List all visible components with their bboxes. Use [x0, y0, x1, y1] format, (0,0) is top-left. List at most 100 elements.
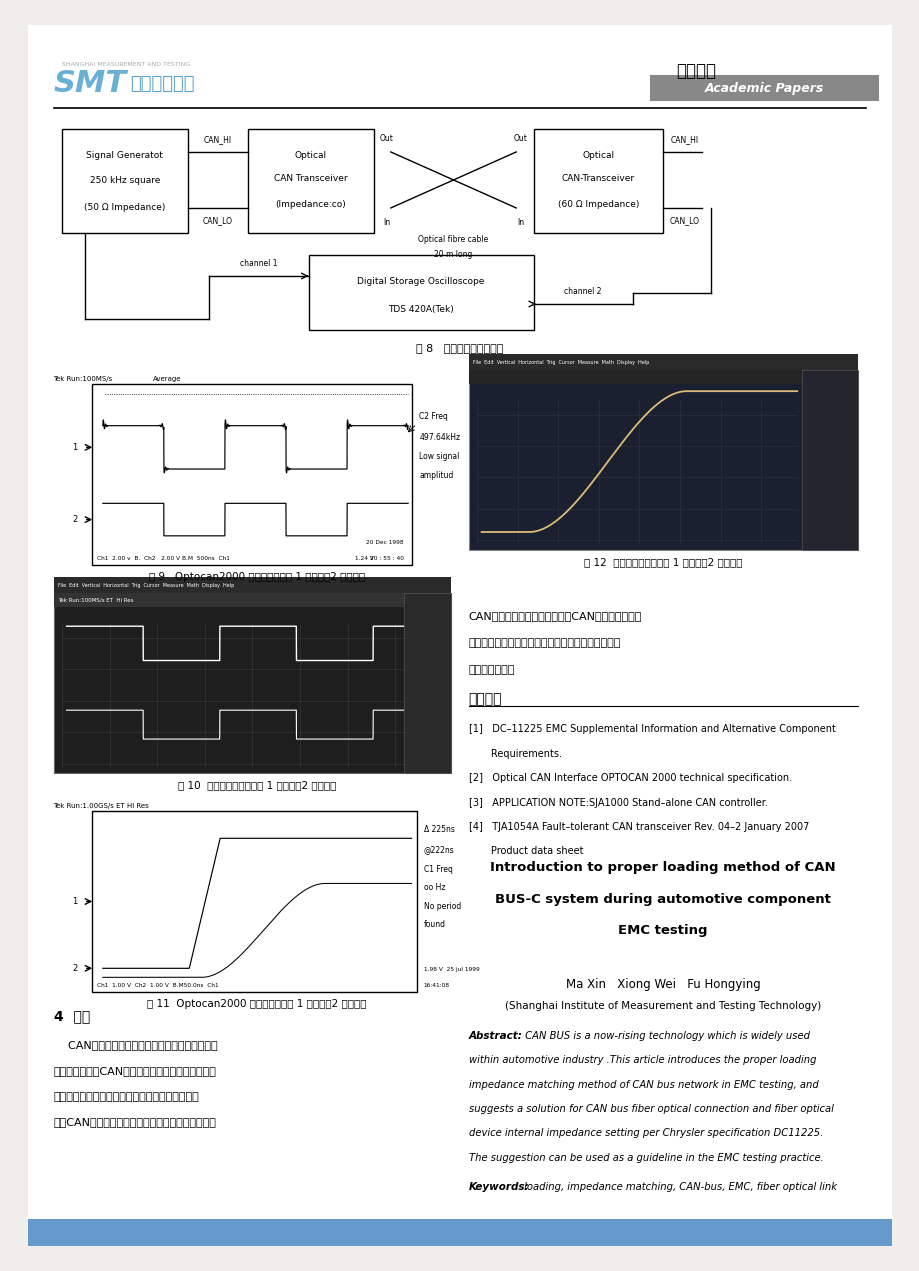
Text: TDS 420A(Tek): TDS 420A(Tek) [388, 305, 453, 314]
Text: [2]   Optical CAN Interface OPTOCAN 2000 technical specification.: [2] Optical CAN Interface OPTOCAN 2000 t… [468, 773, 791, 783]
Text: (60 Ω Impedance): (60 Ω Impedance) [557, 201, 639, 210]
Text: Out: Out [513, 133, 527, 144]
Text: 配置CAN总线速率、阻抗等参数的同时，更要重视对: 配置CAN总线速率、阻抗等参数的同时，更要重视对 [53, 1117, 216, 1127]
Bar [800, 370, 857, 550]
Text: Signal Generatot: Signal Generatot [86, 150, 164, 160]
Text: Ch1  2.00 v  B.  Ch2   2.00 V B.M  500ns  Ch1: Ch1 2.00 v B. Ch2 2.00 V B.M 500ns Ch1 [96, 557, 230, 561]
Text: 2: 2 [73, 963, 78, 972]
Bar [53, 592, 451, 773]
Text: CAN_HI: CAN_HI [670, 135, 698, 144]
Text: CAN_LO: CAN_LO [202, 216, 233, 225]
Text: device internal impedance setting per Chrysler specification DC11225.: device internal impedance setting per Ch… [468, 1129, 822, 1139]
Text: CAN信号特性的深入研究。掌握CAN信号的关键参数: CAN信号特性的深入研究。掌握CAN信号的关键参数 [468, 611, 641, 622]
Text: 20 Dec 1998: 20 Dec 1998 [366, 540, 403, 545]
Text: CAN_LO: CAN_LO [669, 216, 699, 225]
Text: 测试和设计提供非常大的帮助。测试工程师在正确: 测试和设计提供非常大的帮助。测试工程师在正确 [53, 1092, 199, 1102]
Text: 497.64kHz: 497.64kHz [419, 433, 460, 442]
Text: 20 : 55 : 40: 20 : 55 : 40 [369, 557, 403, 561]
Text: Keywords:: Keywords: [468, 1182, 528, 1192]
Text: Product data sheet: Product data sheet [468, 846, 583, 857]
Bar [28, 1219, 891, 1246]
Text: 图 9   Optocan2000 波形频率（波形 1 为输入，2 为输出）: 图 9 Optocan2000 波形频率（波形 1 为输入，2 为输出） [149, 572, 365, 582]
Text: CAN-Transceiver: CAN-Transceiver [562, 174, 634, 183]
Text: 上海计量测试: 上海计量测试 [130, 75, 194, 93]
Text: Academic Papers: Academic Papers [704, 81, 823, 95]
Bar [62, 130, 187, 233]
Bar [309, 254, 533, 330]
Text: Tek Run:100MS/s ET  Hi Res: Tek Run:100MS/s ET Hi Res [58, 597, 133, 602]
Text: found: found [424, 920, 445, 929]
Bar [53, 592, 451, 608]
Text: within automotive industry .This article introduces the proper loading: within automotive industry .This article… [468, 1055, 815, 1065]
Text: loading, impedance matching, CAN-bus, EMC, fiber optical link: loading, impedance matching, CAN-bus, EM… [520, 1182, 835, 1192]
Text: @222ns: @222ns [424, 845, 454, 854]
Text: Tek Run:1.00GS/s ET Hi Res: Tek Run:1.00GS/s ET Hi Res [53, 803, 149, 810]
Text: Introduction to proper loading method of CAN: Introduction to proper loading method of… [490, 860, 835, 874]
Text: C2 Freq: C2 Freq [419, 412, 448, 421]
Text: channel 2: channel 2 [564, 287, 601, 296]
Text: SHANGHAI MEASUREMENT AND TESTING: SHANGHAI MEASUREMENT AND TESTING [62, 62, 190, 67]
Text: EMC testing: EMC testing [618, 924, 708, 937]
Text: (Shanghai Institute of Measurement and Testing Technology): (Shanghai Institute of Measurement and T… [505, 1002, 821, 1012]
Text: 图 12  试验波形延时（波形 1 为输入，2 为输出）: 图 12 试验波形延时（波形 1 为输入，2 为输出） [584, 557, 742, 567]
Text: Ma Xin   Xiong Wei   Fu Hongying: Ma Xin Xiong Wei Fu Hongying [565, 977, 760, 991]
Text: Average: Average [153, 376, 181, 383]
Text: 1.24 V: 1.24 V [355, 557, 373, 561]
Text: 1.98 V  25 jul 1999: 1.98 V 25 jul 1999 [424, 967, 479, 972]
Text: Optical: Optical [582, 150, 614, 160]
Text: Requirements.: Requirements. [468, 749, 561, 759]
Text: (50 Ω Impedance): (50 Ω Impedance) [85, 203, 165, 212]
Text: 2009/1 总第209期: 2009/1 总第209期 [62, 1228, 135, 1237]
Text: BUS-C system during automotive component: BUS-C system during automotive component [494, 892, 830, 905]
Bar [468, 370, 857, 384]
Text: [4]   TJA1054A Fault–tolerant CAN transceiver Rev. 04–2 January 2007: [4] TJA1054A Fault–tolerant CAN transcei… [468, 822, 808, 833]
Text: CAN Transceiver: CAN Transceiver [274, 174, 347, 183]
Text: 趋势。充分了解CAN总线的工作原理能够对电磁兼容: 趋势。充分了解CAN总线的工作原理能够对电磁兼容 [53, 1066, 216, 1077]
Text: 供正确的指导。: 供正确的指导。 [468, 665, 515, 675]
Text: 1: 1 [73, 442, 78, 452]
Text: 图 10  试验波形频率（波形 1 为输入，2 为输出）: 图 10 试验波形频率（波形 1 为输入，2 为输出） [177, 780, 335, 791]
Bar [53, 577, 451, 592]
Bar [650, 75, 879, 102]
Text: Low signal: Low signal [419, 452, 460, 461]
Text: [1]   DC–11225 EMC Supplemental Information and Alternative Component: [1] DC–11225 EMC Supplemental Informatio… [468, 724, 834, 735]
Bar [403, 592, 451, 773]
Bar [533, 130, 663, 233]
Text: 2: 2 [73, 515, 78, 524]
Text: impedance matching method of CAN bus network in EMC testing, and: impedance matching method of CAN bus net… [468, 1079, 818, 1089]
Text: Ch1  1.00 V  Ch2  1.00 V  B.M50.0ns  Ch1: Ch1 1.00 V Ch2 1.00 V B.M50.0ns Ch1 [96, 984, 218, 988]
Text: 16:41:08: 16:41:08 [424, 984, 449, 988]
Text: CAN_HI: CAN_HI [204, 135, 232, 144]
Text: No period: No period [424, 901, 460, 910]
Text: In: In [382, 219, 390, 228]
Text: 学术论文: 学术论文 [675, 61, 715, 80]
Text: File  Edit  Vertical  Horizontal  Trig  Cursor  Measure  Math  Display  Help: File Edit Vertical Horizontal Trig Curso… [472, 360, 649, 365]
Text: 250 kHz square: 250 kHz square [90, 177, 160, 186]
Text: channel 1: channel 1 [240, 259, 278, 268]
Text: C1 Freq: C1 Freq [424, 866, 452, 874]
Bar [92, 811, 416, 991]
Text: Abstract:: Abstract: [468, 1031, 522, 1041]
Text: The suggestion can be used as a guideline in the EMC testing practice.: The suggestion can be used as a guidelin… [468, 1153, 823, 1163]
Text: 以及影响这些关键参数的重要因素，为测试和研发提: 以及影响这些关键参数的重要因素，为测试和研发提 [468, 638, 620, 648]
Text: SMT: SMT [53, 70, 127, 98]
Text: 1: 1 [73, 897, 78, 906]
Text: 4  总结: 4 总结 [53, 1009, 90, 1023]
Bar [248, 130, 373, 233]
Text: Optical fibre cable: Optical fibre cable [418, 235, 488, 244]
Text: Optical: Optical [294, 150, 326, 160]
Text: 20 m long: 20 m long [434, 250, 472, 259]
Text: Tek Run:100MS/s: Tek Run:100MS/s [53, 376, 113, 383]
Text: oo Hz: oo Hz [424, 883, 445, 892]
Text: [3]   APPLICATION NOTE:SJA1000 Stand–alone CAN controller.: [3] APPLICATION NOTE:SJA1000 Stand–alone… [468, 798, 766, 807]
Text: (Impedance:co): (Impedance:co) [275, 201, 346, 210]
Text: Digital Storage Oscilloscope: Digital Storage Oscilloscope [357, 277, 484, 286]
Text: 图 8   验证试验布置示意图: 图 8 验证试验布置示意图 [416, 343, 503, 352]
Text: CAN总线的广泛应用已成为汽车技术发展的一大: CAN总线的广泛应用已成为汽车技术发展的一大 [53, 1041, 217, 1050]
Text: 国内统一刊号 CN31-1424 / TB  17: 国内统一刊号 CN31-1424 / TB 17 [723, 1228, 857, 1237]
Text: In: In [516, 219, 524, 228]
Text: Out: Out [380, 133, 393, 144]
Bar [468, 370, 857, 550]
Text: 参考文献: 参考文献 [468, 691, 502, 705]
Text: amplitud: amplitud [419, 470, 453, 479]
